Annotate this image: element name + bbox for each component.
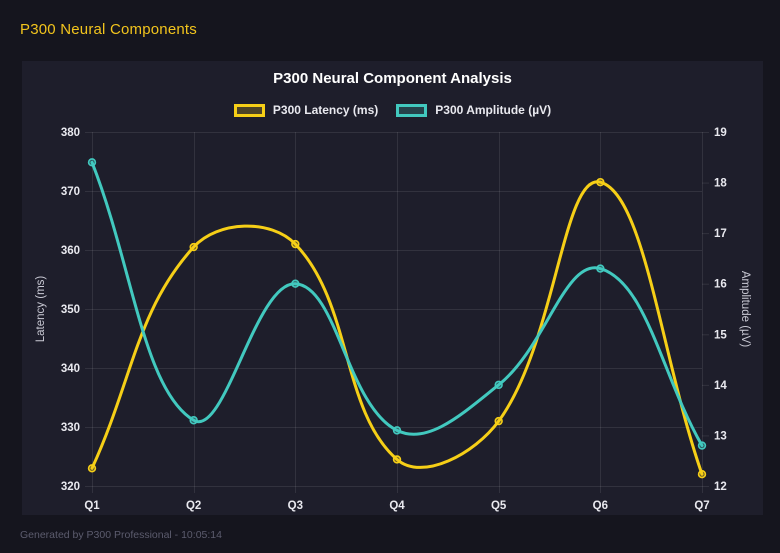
legend-label-p300-amplitude-v: P300 Amplitude (µV) <box>435 103 552 117</box>
data-point <box>596 177 605 187</box>
svg-text:330: 330 <box>61 422 80 434</box>
data-point <box>392 455 402 464</box>
data-point <box>87 464 97 473</box>
svg-text:13: 13 <box>714 430 727 442</box>
grid-lines <box>85 132 709 493</box>
svg-text:16: 16 <box>714 279 727 291</box>
data-point <box>596 264 605 273</box>
data-point <box>291 239 300 249</box>
svg-text:340: 340 <box>61 363 80 375</box>
svg-text:12: 12 <box>714 481 727 493</box>
data-point <box>697 470 707 479</box>
svg-text:380: 380 <box>61 127 80 139</box>
svg-text:14: 14 <box>714 380 727 392</box>
svg-text:Q5: Q5 <box>491 500 507 512</box>
series-line-p300-latency-ms <box>90 180 704 476</box>
right-axis-title: Amplitude (µV) <box>739 271 751 347</box>
data-point <box>87 158 97 167</box>
data-point <box>189 416 198 425</box>
svg-text:Q7: Q7 <box>694 500 709 512</box>
data-point <box>697 441 707 450</box>
page-title: P300 Neural Components <box>20 21 198 38</box>
left-axis-title: Latency (ms) <box>35 276 47 343</box>
svg-text:17: 17 <box>714 228 727 240</box>
svg-text:18: 18 <box>714 178 727 190</box>
legend-item-p300-amplitude-v[interactable]: P300 Amplitude (µV) <box>396 103 551 117</box>
svg-text:320: 320 <box>61 481 80 493</box>
chart-card: P300 Neural Component Analysis P300 Late… <box>22 61 763 515</box>
svg-text:Q4: Q4 <box>389 500 405 512</box>
legend-item-p300-latency-ms[interactable]: P300 Latency (ms) <box>233 103 379 117</box>
left-axis-tick-labels: 380 370 360 350 340 330 320 <box>61 127 80 493</box>
svg-text:Q1: Q1 <box>84 500 100 512</box>
data-point <box>392 426 402 435</box>
svg-text:360: 360 <box>61 245 80 257</box>
footer-status-text: Generated by P300 Professional - 10:05:1… <box>20 529 222 541</box>
svg-text:19: 19 <box>714 127 727 139</box>
series-points-p300-amplitude-v <box>87 158 707 450</box>
chart-legend: P300 Latency (ms) P300 Amplitude (µV) <box>22 103 763 117</box>
legend-swatch-p300-amplitude-v <box>396 103 428 117</box>
data-point <box>494 380 503 390</box>
svg-text:Q2: Q2 <box>186 500 201 512</box>
data-point <box>494 416 503 426</box>
x-axis-tick-labels: Q1 Q2 Q3 Q4 Q5 Q6 Q7 <box>84 500 709 512</box>
svg-text:Q3: Q3 <box>288 500 303 512</box>
svg-text:15: 15 <box>714 329 727 341</box>
legend-swatch-p300-latency-ms <box>233 103 265 117</box>
right-axis-tick-labels: 19 18 17 16 15 14 13 12 <box>714 127 727 493</box>
svg-text:Q6: Q6 <box>593 500 608 512</box>
data-point <box>189 242 198 252</box>
svg-text:350: 350 <box>61 304 80 316</box>
legend-label-p300-latency-ms: P300 Latency (ms) <box>272 103 379 117</box>
svg-text:370: 370 <box>61 186 80 198</box>
chart-title: P300 Neural Component Analysis <box>273 70 512 87</box>
series-points-p300-latency-ms <box>87 177 707 479</box>
series-line-p300-amplitude-v <box>90 160 704 448</box>
data-point <box>291 279 300 288</box>
